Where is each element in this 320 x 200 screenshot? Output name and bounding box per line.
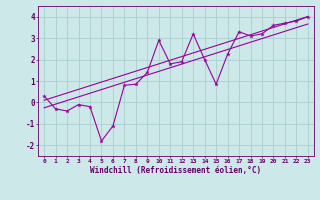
X-axis label: Windchill (Refroidissement éolien,°C): Windchill (Refroidissement éolien,°C) [91, 166, 261, 175]
